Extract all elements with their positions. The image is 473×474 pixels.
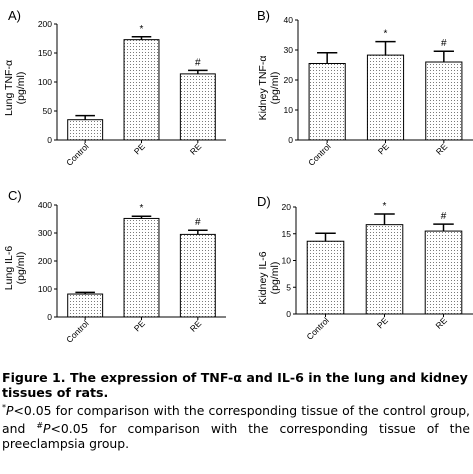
y-tick-label: 200 [38,19,52,29]
bar-control [67,119,104,141]
x-tick-label: PE [132,141,147,156]
y-tick-label: 100 [38,77,52,87]
x-tick-label: RE [188,318,204,334]
y-tick-label: 40 [284,15,294,25]
chart-panel-1: A) Lung TNF-α (pg/ml) 0 50 100 150 200 Control * P… [3,8,226,168]
caption-title: Figure 1. The expression of TNF-α and IL… [2,370,468,400]
y-axis-unit: (pg/ml) [15,252,27,285]
x-tick-label: Control [64,141,91,168]
bar-control [308,63,346,141]
significance-mark: * [140,24,144,35]
y-tick-label: 15 [282,229,292,239]
caption-star-mark: * [2,403,6,412]
significance-mark: * [383,201,387,212]
y-tick-label: 200 [38,256,52,266]
caption-hash-mark: # [36,421,44,431]
y-tick-label: 20 [282,202,292,212]
x-tick-label: Control [64,318,91,345]
bar-pe [123,39,160,141]
y-axis-unit: (pg/ml) [269,262,281,295]
y-tick-label: 10 [282,256,292,266]
y-axis-label: Lung IL-6 [3,246,15,291]
bar-control [67,293,104,318]
y-tick-label: 0 [286,309,291,319]
panel-label: A) [8,8,21,23]
caption-note-part1: P<0.05 for comparison with the correspon… [2,403,470,437]
bar-pe [123,217,160,318]
y-axis-label: Lung TNF-α [3,60,15,116]
caption-note: *P<0.05 for comparison with the correspo… [2,400,470,451]
panel-label: C) [8,188,22,203]
x-tick-label: PE [132,318,147,333]
significance-mark: * [384,29,388,40]
bar-pe [366,54,405,141]
y-tick-label: 10 [284,105,294,115]
bar-re [425,61,463,141]
y-tick-label: 0 [47,312,52,322]
significance-mark: * [140,203,144,214]
y-tick-label: 0 [47,135,52,145]
panel-label: B) [257,8,270,23]
y-tick-label: 50 [43,106,53,116]
bar-re [179,233,216,318]
significance-mark: # [195,217,201,228]
x-tick-label: PE [376,141,391,156]
x-tick-label: PE [375,315,390,330]
bar-re [179,73,216,141]
y-tick-label: 5 [286,282,291,292]
caption-note-part2: P<0.05 for comparison with the correspon… [2,421,471,452]
figure-caption: Figure 1. The expression of TNF-α and IL… [2,370,470,451]
chart-panel-4: D) Kidney IL-6 (pg/ml) 0 5 10 15 20 Control * PE # R… [257,194,473,342]
y-tick-label: 0 [288,135,293,145]
chart-panel-3: C) Lung IL-6 (pg/ml) 0 100 200 300 400 Control * P… [3,188,226,345]
significance-mark: # [441,38,447,49]
y-axis-unit: (pg/ml) [269,72,281,105]
y-tick-label: 100 [38,284,52,294]
x-tick-label: Control [306,141,333,168]
chart-panel-2: B) Kidney TNF-α (pg/ml) 0 10 20 30 40 Control * PE… [257,8,473,168]
y-axis-unit: (pg/ml) [15,72,27,105]
bar-control [306,240,345,315]
bar-pe [365,224,404,315]
x-tick-label: Control [304,315,331,342]
y-tick-label: 300 [38,228,52,238]
y-tick-label: 20 [284,75,294,85]
y-axis-label: Kidney IL-6 [257,251,269,304]
significance-mark: # [441,211,447,222]
y-tick-label: 30 [284,45,294,55]
bar-re [424,230,463,315]
x-tick-label: RE [188,141,204,157]
panel-label: D) [257,194,271,209]
significance-mark: # [195,57,201,68]
y-tick-label: 150 [38,48,52,58]
x-tick-label: RE [433,315,449,331]
figure-panels: A)Lung TNF-α (pg/ml)050100150200Control*P… [3,8,473,345]
x-tick-label: RE [434,141,450,157]
y-axis-label: Kidney TNF-α [257,56,269,121]
y-tick-label: 400 [38,200,52,210]
